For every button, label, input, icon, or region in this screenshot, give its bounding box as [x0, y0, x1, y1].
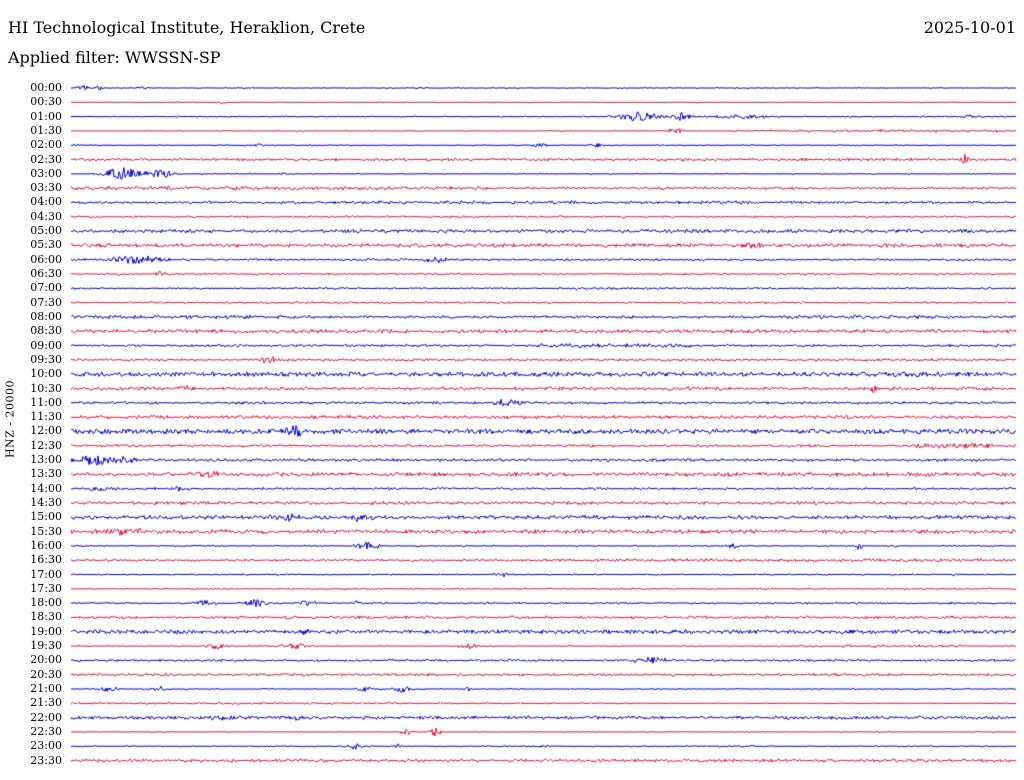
time-label: 02:00	[30, 138, 62, 152]
plot-date: 2025-10-01	[923, 18, 1016, 37]
time-label: 06:00	[30, 252, 62, 266]
time-label: 05:30	[30, 238, 62, 252]
time-label: 12:00	[30, 424, 62, 438]
time-label: 14:00	[30, 481, 62, 495]
time-label: 22:30	[30, 724, 62, 738]
filter-line: Applied filter: WWSSN-SP	[8, 48, 221, 67]
time-label: 11:00	[30, 395, 62, 409]
time-label: 04:00	[30, 195, 62, 209]
time-label: 17:30	[30, 581, 62, 595]
time-label: 20:00	[30, 653, 62, 667]
time-label: 03:30	[30, 181, 62, 195]
time-label: 05:00	[30, 224, 62, 238]
time-label: 11:30	[30, 410, 62, 424]
time-label: 15:30	[30, 524, 62, 538]
time-label: 08:30	[30, 324, 62, 338]
time-label: 09:30	[30, 352, 62, 366]
time-label: 16:00	[30, 538, 62, 552]
time-label: 09:00	[30, 338, 62, 352]
time-label: 19:30	[30, 639, 62, 653]
time-label: 12:30	[30, 438, 62, 452]
time-label: 02:30	[30, 152, 62, 166]
time-label: 21:00	[30, 682, 62, 696]
time-label: 01:30	[30, 123, 62, 137]
time-label: 13:00	[30, 453, 62, 467]
time-label: 03:00	[30, 166, 62, 180]
time-label: 17:00	[30, 567, 62, 581]
station-title: HI Technological Institute, Heraklion, C…	[8, 18, 366, 37]
time-label: 18:30	[30, 610, 62, 624]
time-label: 18:00	[30, 596, 62, 610]
time-label: 10:00	[30, 367, 62, 381]
time-label: 19:00	[30, 624, 62, 638]
time-label: 16:30	[30, 553, 62, 567]
time-label: 00:00	[30, 81, 62, 94]
time-label: 21:30	[30, 696, 62, 710]
time-label: 06:30	[30, 267, 62, 281]
time-label: 08:00	[30, 309, 62, 323]
time-label: 07:30	[30, 295, 62, 309]
time-label: 01:00	[30, 109, 62, 123]
time-label: 14:30	[30, 495, 62, 509]
time-label: 04:30	[30, 209, 62, 223]
time-label: 13:30	[30, 467, 62, 481]
time-label: 07:00	[30, 281, 62, 295]
time-label: 10:30	[30, 381, 62, 395]
time-label: 22:00	[30, 710, 62, 724]
time-label: 15:00	[30, 510, 62, 524]
time-label: 00:30	[30, 95, 62, 109]
time-label: 23:00	[30, 739, 62, 753]
time-label: 20:30	[30, 667, 62, 681]
time-label: 23:30	[30, 753, 62, 767]
